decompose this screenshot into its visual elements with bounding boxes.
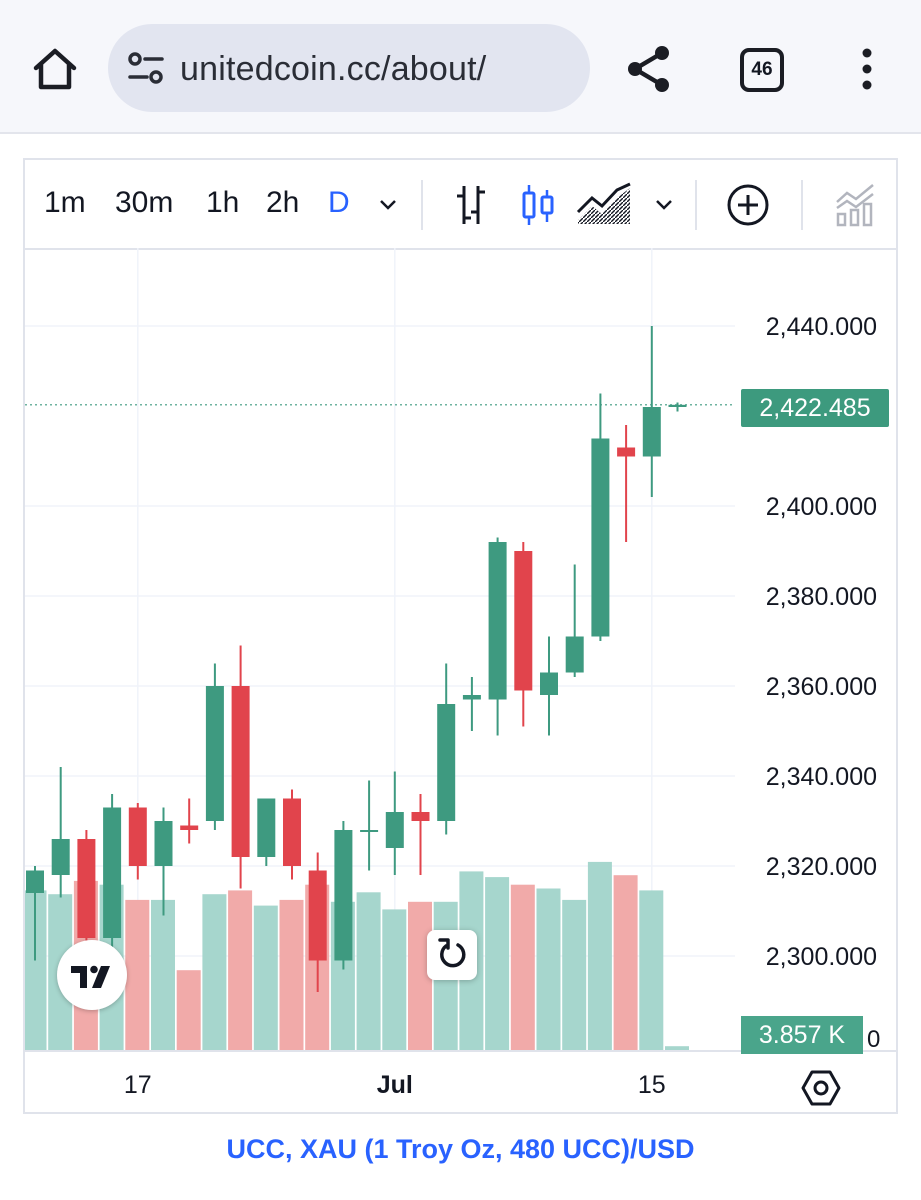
- y-axis-tick-label: 2,440.000: [766, 313, 877, 341]
- candle-body: [103, 807, 122, 938]
- timeframe-2h[interactable]: 2h: [266, 186, 300, 219]
- candle-body: [360, 830, 379, 832]
- candle-body: [411, 812, 430, 821]
- volume-bar: [510, 884, 535, 1050]
- candle-body: [385, 812, 404, 848]
- candle-body: [283, 798, 301, 866]
- volume-bar: [228, 890, 253, 1050]
- volume-bar: [639, 890, 664, 1050]
- candle-body: [617, 447, 636, 457]
- volume-bar: [536, 888, 561, 1050]
- volume-bar: [382, 909, 407, 1050]
- volume-bar: [665, 1046, 689, 1050]
- candlestick-chart[interactable]: 2,300.000 2,320.000 2,340.000 2,360.000 2,38…: [25, 248, 896, 1112]
- area-chart-icon[interactable]: [575, 182, 633, 228]
- volume-bar: [176, 970, 201, 1050]
- candles-icon[interactable]: [520, 182, 556, 228]
- x-axis-tick-label: 15: [638, 1071, 666, 1099]
- candle-body: [514, 551, 533, 691]
- y-axis-tick-label: 2,340.000: [766, 763, 877, 791]
- tradingview-logo[interactable]: [57, 940, 127, 1010]
- y-axis-tick-label: 2,380.000: [766, 583, 877, 611]
- browser-toolbar: unitedcoin.cc/about/ 46: [0, 0, 921, 134]
- url-text[interactable]: unitedcoin.cc/about/: [180, 50, 487, 88]
- timeframe-d[interactable]: D: [328, 186, 350, 219]
- chart-widget: 1m 30m 1h 2h D: [23, 158, 898, 1114]
- volume-bar: [587, 861, 612, 1050]
- candle-body: [257, 798, 276, 857]
- candle-body: [154, 821, 173, 866]
- y-axis-tick-label: 2,360.000: [766, 673, 877, 701]
- volume-axis-zero: 0: [867, 1026, 881, 1053]
- candle-body: [488, 542, 507, 700]
- y-axis-tick-label: 2,300.000: [766, 943, 877, 971]
- more-menu-icon[interactable]: [852, 44, 882, 94]
- volume-bar: [485, 877, 510, 1050]
- candle-body: [591, 438, 610, 637]
- candle-body: [231, 686, 250, 857]
- x-axis-tick-label: 17: [124, 1071, 152, 1099]
- timeframe-1h[interactable]: 1h: [206, 186, 240, 219]
- candle-body: [128, 807, 147, 866]
- candle-body: [565, 636, 584, 673]
- chevron-down-icon[interactable]: [652, 192, 676, 216]
- chart-toolbar: 1m 30m 1h 2h D: [25, 160, 896, 250]
- share-icon[interactable]: [622, 42, 676, 96]
- toolbar-divider: [695, 180, 697, 230]
- candle-body: [51, 839, 70, 875]
- volume-bar: [253, 905, 278, 1050]
- toolbar-divider: [801, 180, 803, 230]
- home-icon[interactable]: [30, 44, 80, 94]
- candle-body: [205, 686, 224, 821]
- candle-body: [26, 870, 44, 893]
- candle-body: [462, 695, 481, 700]
- volume-bar: [356, 892, 381, 1050]
- reset-chart-icon[interactable]: [427, 930, 477, 980]
- timeframe-1m[interactable]: 1m: [44, 186, 86, 219]
- symbol-caption[interactable]: UCC, XAU (1 Troy Oz, 480 UCC)/USD: [226, 1134, 695, 1164]
- timeframe-30m[interactable]: 30m: [115, 186, 174, 219]
- volume-bar: [279, 899, 304, 1050]
- compare-icon[interactable]: [833, 182, 877, 228]
- candle-body: [642, 407, 661, 457]
- volume-label: 3.857 K: [741, 1016, 863, 1054]
- y-axis-tick-label: 2,320.000: [766, 853, 877, 881]
- candle-body: [77, 839, 96, 938]
- site-settings-icon[interactable]: [126, 50, 166, 86]
- volume-bar: [125, 899, 150, 1050]
- bar-chart-icon[interactable]: [453, 182, 489, 228]
- candle-body: [180, 825, 199, 830]
- volume-bar: [151, 899, 175, 1050]
- chart-settings-icon[interactable]: [801, 1068, 841, 1108]
- candle-body: [540, 672, 558, 695]
- candle-body: [334, 830, 353, 961]
- x-axis-tick-label: Jul: [377, 1071, 413, 1099]
- y-axis-tick-label: 2,400.000: [766, 493, 877, 521]
- candle-body: [437, 704, 456, 821]
- toolbar-divider: [421, 180, 423, 230]
- candle-body: [308, 870, 327, 961]
- tab-switcher-button[interactable]: 46: [740, 48, 784, 92]
- candle-body: [668, 404, 687, 407]
- volume-bar: [202, 894, 227, 1050]
- address-bar[interactable]: unitedcoin.cc/about/: [108, 24, 590, 112]
- add-indicator-icon[interactable]: [725, 182, 771, 228]
- volume-bar: [562, 899, 587, 1050]
- volume-bar: [25, 890, 47, 1050]
- chevron-down-icon[interactable]: [376, 192, 400, 216]
- volume-bar: [613, 875, 638, 1050]
- current-price-label: 2,422.485: [741, 389, 889, 427]
